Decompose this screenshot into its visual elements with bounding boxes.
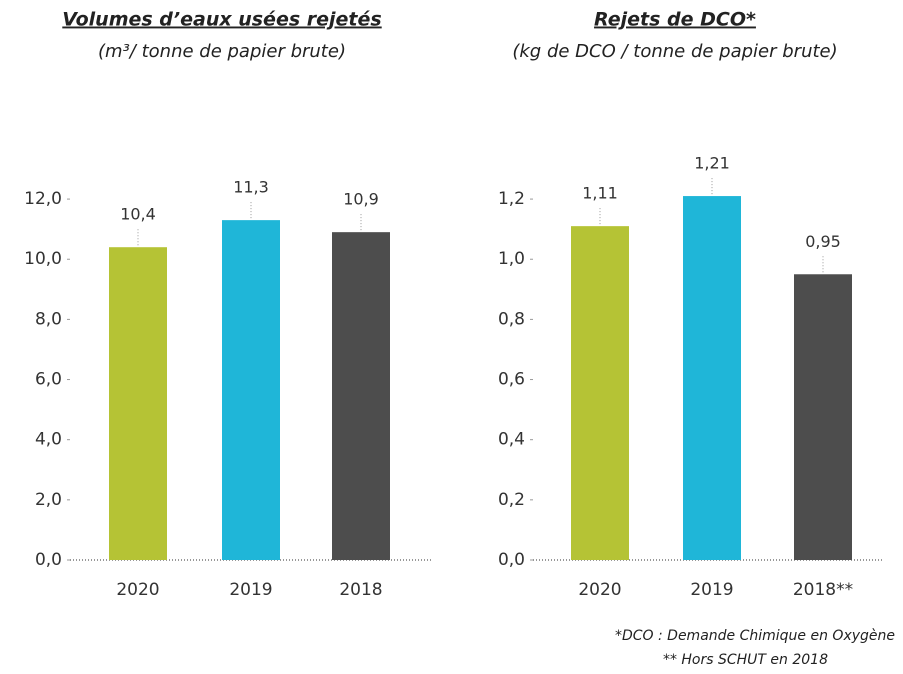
bar: [332, 232, 390, 560]
x-tick-label: 2019: [690, 580, 733, 600]
y-tick-label: 0,4: [498, 430, 525, 450]
x-tick-label: 2020: [116, 580, 159, 600]
y-tick-label: 10,0: [24, 249, 62, 269]
value-label: 10,4: [120, 205, 156, 224]
x-tick-label: 2018: [339, 580, 382, 600]
y-tick-label: 12,0: [24, 189, 62, 209]
value-label: 1,21: [694, 154, 730, 173]
bar: [109, 247, 167, 560]
y-tick-label: 1,2: [498, 189, 525, 209]
y-tick-label: 0,0: [35, 550, 62, 570]
chart-subtitle: (kg de DCO / tonne de papier brute): [512, 41, 837, 62]
bar: [794, 274, 852, 560]
bar: [683, 196, 741, 561]
x-tick-label: 2018**: [793, 580, 853, 600]
chart-subtitle: (m³/ tonne de papier brute): [98, 41, 346, 62]
footnote: *DCO : Demande Chimique en Oxygène: [615, 628, 895, 644]
value-label: 11,3: [233, 178, 269, 197]
footnote: ** Hors SCHUT en 2018: [663, 652, 828, 668]
x-tick-label: 2019: [229, 580, 272, 600]
chart-title: Rejets de DCO*: [594, 9, 756, 31]
y-tick-label: 2,0: [35, 490, 62, 510]
value-label: 10,9: [343, 190, 379, 209]
bar: [571, 226, 629, 560]
chart-title: Volumes d’eaux usées rejetés: [62, 9, 381, 31]
y-tick-label: 0,0: [498, 550, 525, 570]
y-tick-label: 6,0: [35, 370, 62, 390]
bar: [222, 220, 280, 560]
y-tick-label: 0,8: [498, 309, 525, 329]
value-label: 1,11: [582, 184, 618, 203]
y-tick-label: 4,0: [35, 430, 62, 450]
y-tick-label: 8,0: [35, 309, 62, 329]
y-tick-label: 0,6: [498, 370, 525, 390]
value-label: 0,95: [805, 232, 841, 251]
y-tick-label: 1,0: [498, 249, 525, 269]
y-tick-label: 0,2: [498, 490, 525, 510]
x-tick-label: 2020: [578, 580, 621, 600]
